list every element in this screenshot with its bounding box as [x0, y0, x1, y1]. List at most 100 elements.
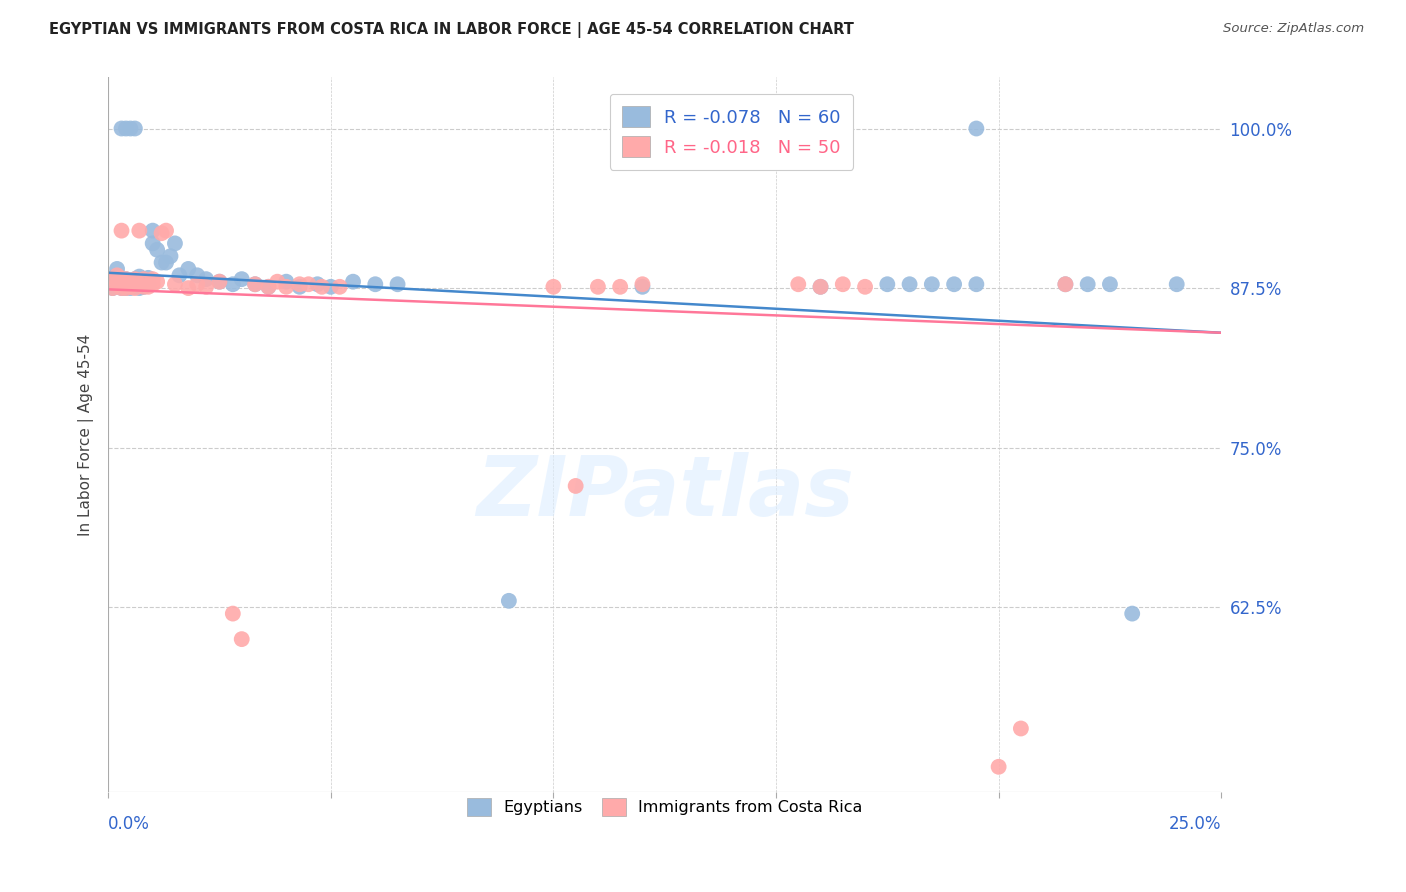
- Point: [195, 280, 218, 294]
- Point: [1054, 277, 1077, 292]
- Point: [155, 224, 177, 238]
- Point: [831, 277, 853, 292]
- Point: [136, 271, 159, 285]
- Point: [231, 632, 253, 647]
- Point: [257, 280, 280, 294]
- Point: [136, 280, 159, 294]
- Point: [364, 277, 387, 292]
- Point: [101, 272, 124, 286]
- Point: [142, 277, 165, 292]
- Point: [110, 272, 132, 286]
- Point: [243, 277, 266, 292]
- Point: [115, 121, 138, 136]
- Point: [243, 277, 266, 292]
- Point: [208, 275, 231, 289]
- Text: 25.0%: 25.0%: [1168, 815, 1222, 833]
- Point: [564, 479, 586, 493]
- Point: [110, 281, 132, 295]
- Point: [1121, 607, 1143, 621]
- Point: [288, 280, 311, 294]
- Point: [120, 275, 142, 289]
- Point: [110, 281, 132, 295]
- Point: [101, 281, 124, 295]
- Point: [498, 594, 520, 608]
- Point: [297, 277, 319, 292]
- Point: [810, 280, 832, 294]
- Point: [329, 280, 352, 294]
- Point: [128, 281, 150, 295]
- Point: [110, 224, 132, 238]
- Point: [124, 272, 146, 286]
- Point: [276, 275, 298, 289]
- Point: [965, 121, 987, 136]
- Point: [387, 277, 409, 292]
- Point: [186, 277, 208, 292]
- Point: [319, 280, 342, 294]
- Point: [146, 243, 169, 257]
- Point: [342, 275, 364, 289]
- Point: [142, 236, 165, 251]
- Point: [142, 224, 165, 238]
- Point: [186, 268, 208, 283]
- Point: [311, 280, 333, 294]
- Point: [132, 272, 155, 286]
- Point: [853, 280, 876, 294]
- Point: [810, 280, 832, 294]
- Point: [142, 272, 165, 286]
- Point: [132, 280, 155, 294]
- Point: [586, 280, 609, 294]
- Point: [787, 277, 810, 292]
- Point: [276, 280, 298, 294]
- Point: [195, 272, 218, 286]
- Point: [105, 277, 128, 292]
- Point: [150, 255, 173, 269]
- Legend: Egyptians, Immigrants from Costa Rica: Egyptians, Immigrants from Costa Rica: [456, 787, 875, 827]
- Point: [101, 271, 124, 285]
- Point: [921, 277, 943, 292]
- Point: [266, 275, 288, 289]
- Point: [115, 281, 138, 295]
- Text: ZIPatlas: ZIPatlas: [475, 451, 853, 533]
- Text: EGYPTIAN VS IMMIGRANTS FROM COSTA RICA IN LABOR FORCE | AGE 45-54 CORRELATION CH: EGYPTIAN VS IMMIGRANTS FROM COSTA RICA I…: [49, 22, 853, 38]
- Point: [132, 280, 155, 294]
- Text: Source: ZipAtlas.com: Source: ZipAtlas.com: [1223, 22, 1364, 36]
- Point: [609, 280, 631, 294]
- Point: [136, 277, 159, 292]
- Point: [120, 275, 142, 289]
- Point: [105, 268, 128, 283]
- Text: 0.0%: 0.0%: [108, 815, 150, 833]
- Point: [1077, 277, 1099, 292]
- Point: [943, 277, 966, 292]
- Point: [110, 272, 132, 286]
- Point: [115, 272, 138, 286]
- Point: [132, 272, 155, 286]
- Point: [115, 272, 138, 286]
- Point: [124, 121, 146, 136]
- Point: [898, 277, 921, 292]
- Y-axis label: In Labor Force | Age 45-54: In Labor Force | Age 45-54: [79, 334, 94, 536]
- Point: [128, 277, 150, 292]
- Point: [101, 281, 124, 295]
- Point: [124, 277, 146, 292]
- Point: [307, 277, 329, 292]
- Point: [1054, 277, 1077, 292]
- Point: [115, 281, 138, 295]
- Point: [150, 226, 173, 240]
- Point: [128, 277, 150, 292]
- Point: [155, 255, 177, 269]
- Point: [987, 760, 1010, 774]
- Point: [288, 277, 311, 292]
- Point: [146, 275, 169, 289]
- Point: [177, 261, 200, 276]
- Point: [110, 121, 132, 136]
- Point: [631, 277, 654, 292]
- Point: [965, 277, 987, 292]
- Point: [105, 261, 128, 276]
- Point: [159, 249, 181, 263]
- Point: [105, 277, 128, 292]
- Point: [876, 277, 898, 292]
- Point: [231, 272, 253, 286]
- Point: [177, 281, 200, 295]
- Point: [163, 277, 186, 292]
- Point: [169, 268, 191, 283]
